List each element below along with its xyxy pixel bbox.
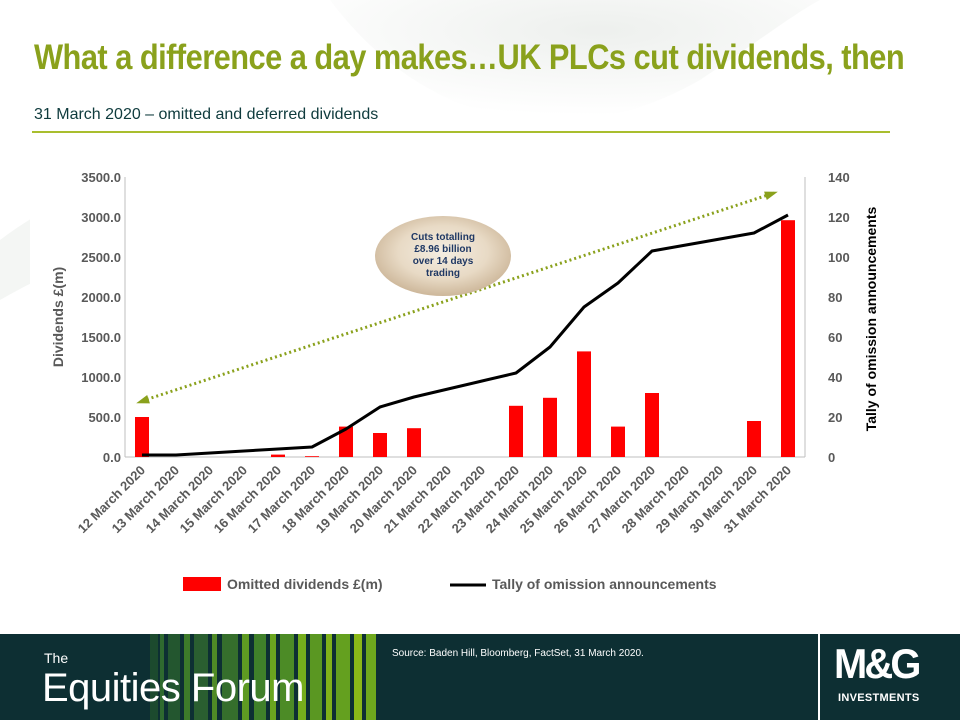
y-tick-label-1: 500.0: [88, 410, 121, 425]
legend-swatch-bars: [183, 577, 221, 591]
bar-14: [611, 426, 625, 457]
y-tick-label-0: 0.0: [103, 450, 121, 465]
bar-18: [747, 421, 761, 457]
y-right-tick-label-1: 20: [828, 410, 842, 425]
y-right-tick-label-4: 80: [828, 290, 842, 305]
trend-arrow-head: [764, 191, 778, 200]
logo-divider: [818, 634, 820, 720]
mg-logo: M&G INVESTMENTS: [832, 640, 952, 714]
dividends-chart: 0.0 500.0 1000.0 1500.0 2000.0 2500.0 3000.0 35…: [50, 170, 879, 592]
y-right-tick-label-6: 120: [828, 210, 850, 225]
y-right-tick-label-3: 60: [828, 330, 842, 345]
bar-0: [135, 417, 149, 457]
bar-12: [543, 397, 557, 457]
y-tick-label-2: 1000.0: [81, 370, 121, 385]
bar-13: [577, 351, 591, 457]
annotation-line-0: Cuts totalling: [411, 232, 475, 243]
legend-label-bars: Omitted dividends £(m): [227, 576, 383, 592]
brand-equities-forum: Equities Forum: [42, 666, 304, 710]
bar-11: [509, 405, 523, 457]
tally-line: [142, 213, 789, 457]
y-tick-label-4: 2000.0: [81, 290, 121, 305]
y-right-tick-label-5: 100: [828, 250, 850, 265]
y-right-tick-label-2: 40: [828, 370, 842, 385]
y-axis-title: Dividends £(m): [50, 267, 66, 367]
annotation-line-2: over 14 days: [413, 256, 474, 267]
y-right-axis-title: Tally of omission announcements: [863, 207, 879, 432]
bar-4: [271, 454, 285, 457]
footer-stripes: [150, 634, 376, 720]
slide-title: What a difference a day makes…UK PLCs cu…: [34, 38, 905, 77]
bar-5: [305, 456, 319, 457]
bar-7: [373, 433, 387, 457]
annotation-line-1: £8.96 billion: [414, 244, 471, 255]
mg-logo-mark: M&G: [834, 640, 921, 687]
brand-the: The: [44, 650, 69, 666]
y-right-tick-label-0: 0: [828, 450, 835, 465]
mg-logo-subtext: INVESTMENTS: [838, 692, 920, 704]
legend-label-line: Tally of omission announcements: [492, 576, 717, 592]
bar-19: [781, 220, 795, 457]
title-rule: [32, 131, 890, 133]
chart-panel: 0.0 500.0 1000.0 1500.0 2000.0 2500.0 3000.0 35…: [30, 155, 890, 613]
source-note: Source: Baden Hill, Bloomberg, FactSet, …: [392, 648, 644, 659]
y-tick-label-5: 2500.0: [81, 250, 121, 265]
annotation-bubble: [375, 216, 511, 296]
y-right-tick-label-7: 140: [828, 170, 850, 185]
slide-subtitle: 31 March 2020 – omitted and deferred div…: [34, 106, 379, 123]
y-tick-label-7: 3500.0: [81, 170, 121, 185]
trend-arrow-tail: [136, 395, 150, 404]
bar-6: [339, 426, 353, 457]
annotation-line-3: trading: [426, 268, 460, 279]
bar-8: [407, 428, 421, 457]
bar-15: [645, 393, 659, 457]
y-tick-label-3: 1500.0: [81, 330, 121, 345]
y-tick-label-6: 3000.0: [81, 210, 121, 225]
trend-arrow-line: [141, 191, 775, 403]
footer-band: The Equities Forum Source: Baden Hill, B…: [0, 634, 960, 720]
